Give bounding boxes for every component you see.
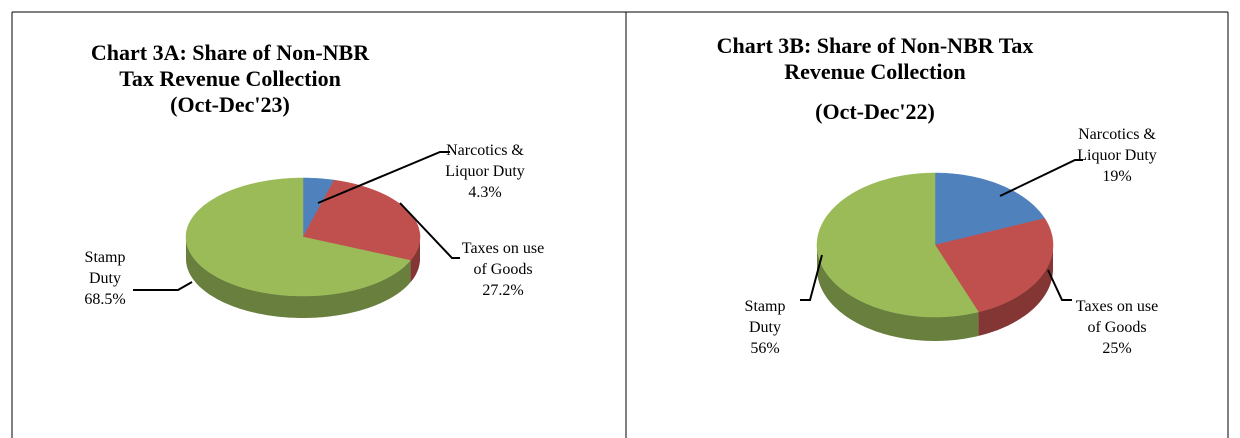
chart-subtitle: (Oct-Dec'22) <box>815 99 935 124</box>
slice-label: Narcotics & Liquor Duty 19% <box>1077 124 1157 187</box>
slice-label: Taxes on use of Goods 25% <box>1072 296 1162 359</box>
leader-line <box>800 254 823 301</box>
pie-slice-side <box>978 245 1053 336</box>
chart-title: Chart 3B: Share of Non-NBR Tax Revenue C… <box>716 33 1034 84</box>
slice-name: Narcotics & Liquor Duty <box>1077 126 1157 164</box>
pie-slice-side <box>410 237 420 283</box>
chart-title: Chart 3A: Share of Non-NBR Tax Revenue C… <box>90 40 370 91</box>
pie-slice <box>302 177 335 238</box>
slice-label: Stamp Duty 68.5% <box>70 247 140 310</box>
pie-slice-side <box>186 237 411 318</box>
slice-value: 68.5% <box>84 291 126 308</box>
pie-slice <box>185 177 411 297</box>
chart-subtitle: (Oct-Dec'23) <box>170 92 290 117</box>
leader-line <box>317 151 450 204</box>
leader-line <box>399 202 460 259</box>
leader-line <box>133 281 193 291</box>
slice-value: 4.3% <box>468 184 502 201</box>
leader-line <box>1047 269 1072 301</box>
slice-value: 25% <box>1102 340 1132 357</box>
slice-value: 56% <box>750 340 780 357</box>
pie-slice <box>816 172 979 318</box>
pie-slice <box>934 172 1046 246</box>
slice-label: Taxes on use of Goods 27.2% <box>458 238 548 301</box>
pie-slice <box>934 218 1054 313</box>
slice-value: 27.2% <box>482 282 524 299</box>
slice-value: 19% <box>1102 168 1132 185</box>
slice-name: Narcotics & Liquor Duty <box>445 142 525 180</box>
slice-name: Taxes on use of Goods <box>1075 298 1159 336</box>
leader-line <box>999 159 1083 197</box>
slice-name: Taxes on use of Goods <box>461 240 545 278</box>
slice-label: Narcotics & Liquor Duty 4.3% <box>445 140 525 203</box>
slice-name: Stamp Duty <box>84 249 126 287</box>
slice-name: Stamp Duty <box>744 298 786 336</box>
slice-label: Stamp Duty 56% <box>730 296 800 359</box>
